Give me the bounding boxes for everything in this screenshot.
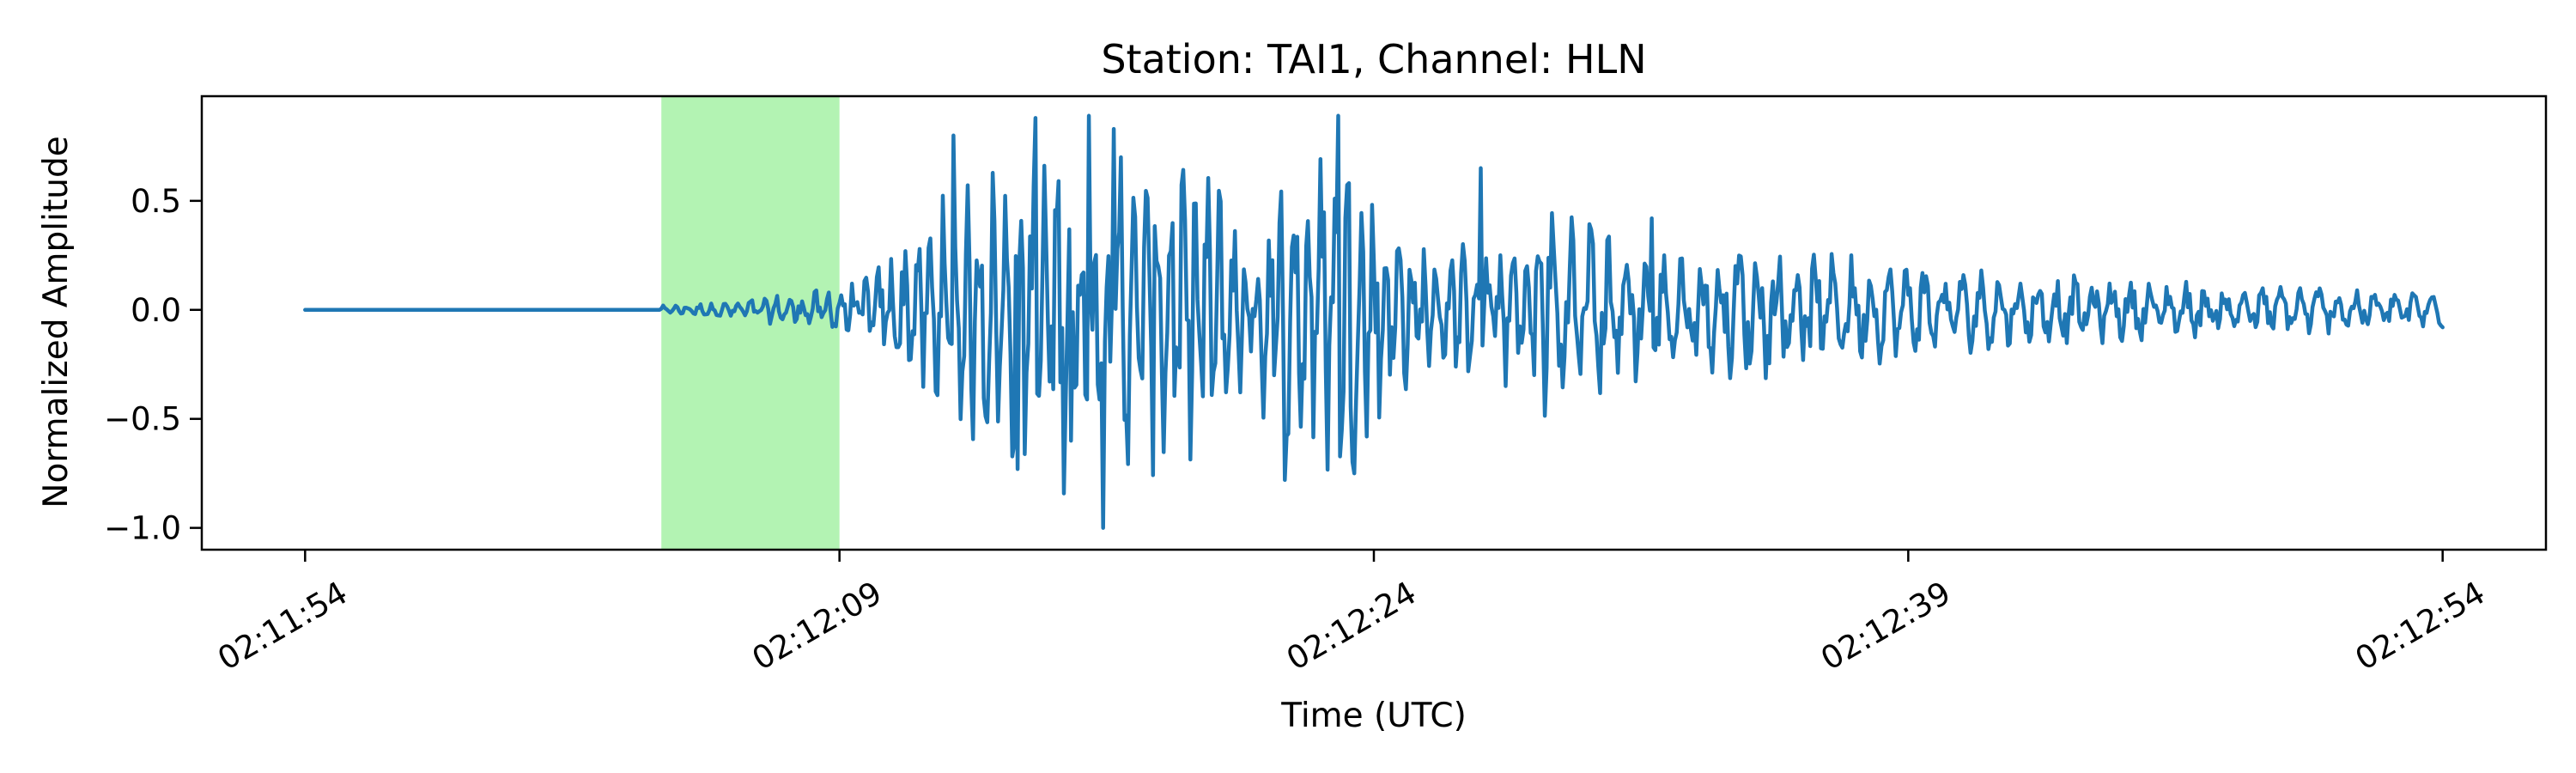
x-tick-label: 02:11:54 [211, 575, 353, 678]
highlight-window [661, 96, 840, 550]
x-axis-label: Time (UTC) [1280, 697, 1467, 735]
plot-area [303, 96, 2445, 550]
y-tick-label: −1.0 [104, 510, 181, 547]
y-tick-label: 0.0 [131, 292, 181, 329]
waveform-line [303, 113, 2445, 530]
y-tick-label: −0.5 [104, 401, 181, 438]
x-tick-label: 02:12:54 [2349, 575, 2491, 678]
x-tick-label: 02:12:09 [746, 575, 888, 678]
chart-title: Station: TAI1, Channel: HLN [1101, 36, 1646, 82]
y-tick-label: 0.5 [131, 183, 181, 220]
y-axis-label: Normalized Amplitude [37, 136, 76, 508]
x-tick-label: 02:12:24 [1280, 575, 1422, 678]
x-tick-label: 02:12:39 [1814, 575, 1956, 678]
